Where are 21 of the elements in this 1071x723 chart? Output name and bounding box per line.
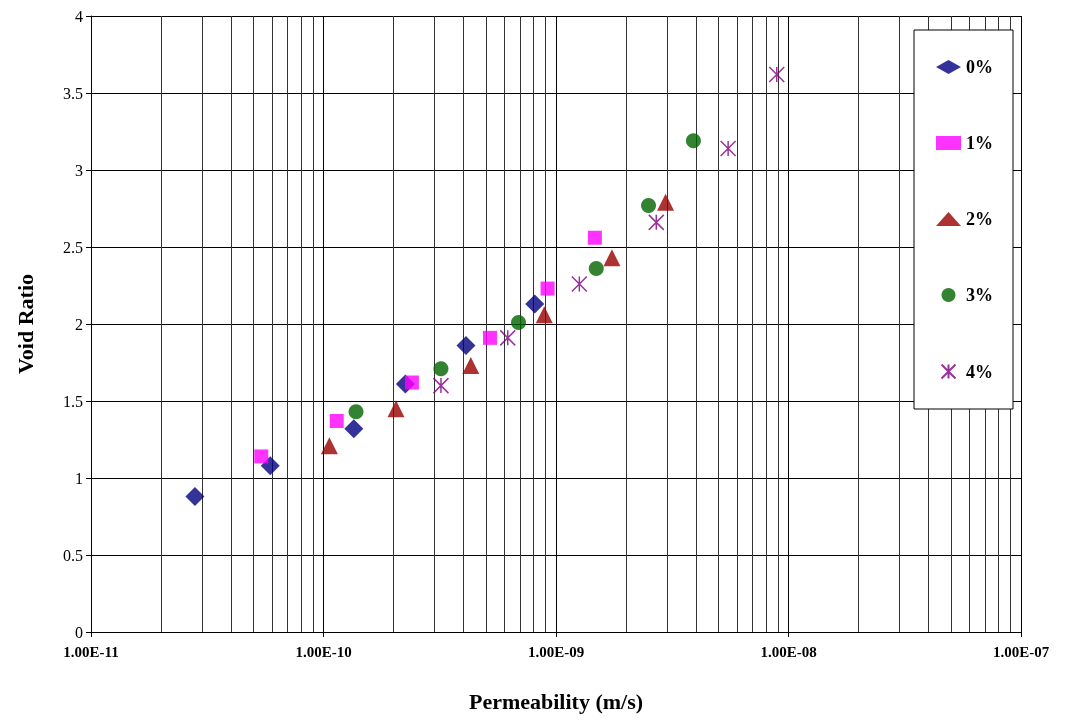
- x-tick-label: 1.00E-09: [527, 643, 585, 660]
- y-tick-label: 0: [75, 623, 83, 641]
- legend-label: 1%: [966, 133, 993, 153]
- x-axis-title: Permeability (m/s): [468, 688, 644, 714]
- y-tick-label: 3.5: [63, 84, 83, 102]
- y-tick-label: 3: [75, 161, 83, 179]
- y-axis-title: Void Ratio: [12, 273, 38, 375]
- legend-label: 0%: [966, 57, 993, 77]
- y-tick-label: 2.5: [63, 238, 83, 256]
- legend-label: 2%: [966, 209, 993, 229]
- y-tick-label: 0.5: [63, 546, 83, 564]
- x-tick-label: 1.00E-10: [295, 643, 352, 660]
- x-tick-label: 1.00E-08: [760, 643, 817, 660]
- y-tick-label: 2: [75, 315, 83, 333]
- legend-label: 3%: [966, 285, 993, 305]
- y-tick-label: 4: [75, 7, 83, 25]
- y-tick-label: 1: [75, 469, 83, 487]
- x-tick-label: 1.00E-07: [992, 643, 1050, 660]
- x-tick-label: 1.00E-11: [63, 643, 119, 660]
- legend-label: 4%: [966, 361, 993, 382]
- y-tick-label: 1.5: [63, 392, 83, 410]
